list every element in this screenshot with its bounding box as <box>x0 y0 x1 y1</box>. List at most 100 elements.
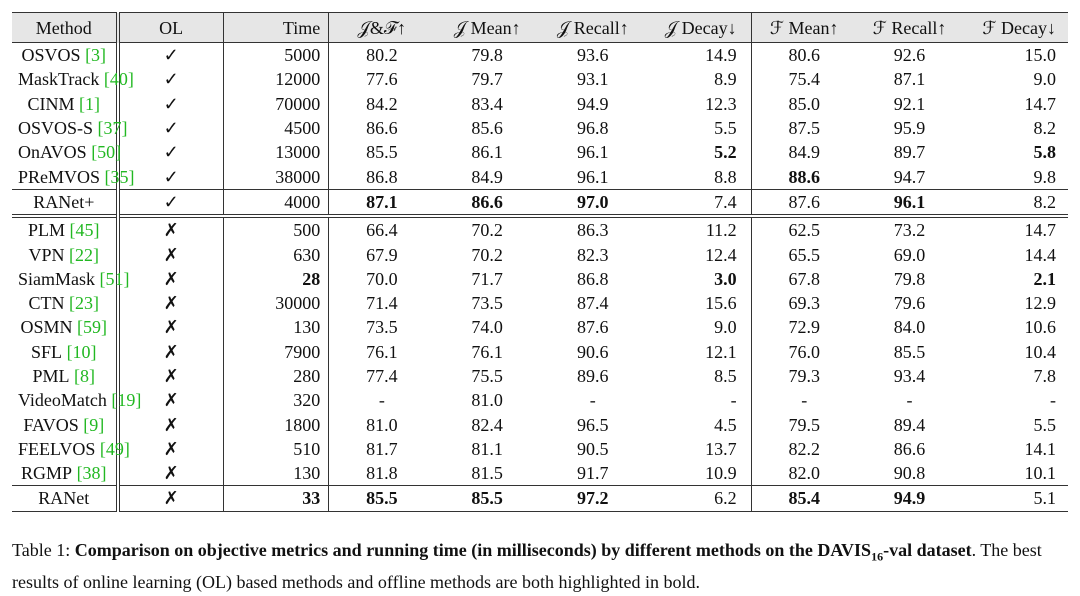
header-cell: ℱ Recall↑ <box>856 12 963 43</box>
time-cell: 4500 <box>223 115 330 141</box>
time-cell: 510 <box>223 436 330 462</box>
table-row: CTN [23] ✗ 30000 71.4 73.5 87.4 15.6 69.3 79.6 12… <box>12 290 1068 316</box>
metric-cell: 69.3 <box>788 293 820 314</box>
metric-cell: 79.3 <box>788 366 820 386</box>
metric-cell: 7.4 <box>645 189 752 217</box>
metric-cell: - <box>589 390 596 411</box>
metric-cell: 69.0 <box>893 244 926 265</box>
metric-cell: 10.9 <box>645 461 752 486</box>
metric-cell: 5.8 <box>1033 142 1057 163</box>
metric-cell: 13.7 <box>645 436 752 462</box>
metric-cell: 15.0 <box>1024 45 1057 66</box>
metric-cell: 89.4 <box>893 414 926 435</box>
table-head: Method OL Time 𝒥&ℱ↑ 𝒥 Mean↑ 𝒥 Recall↑ 𝒥 Decay↓… <box>12 12 1068 43</box>
metric-cell: 94.9 <box>577 93 609 114</box>
metric-cell: 81.7 <box>366 438 398 459</box>
citation: [35] <box>104 166 135 187</box>
metric-cell: 81.5 <box>471 463 503 484</box>
metric-cell: 12.3 <box>645 91 752 116</box>
header-cell: Time <box>223 12 330 43</box>
method-name: VPN <box>28 244 65 265</box>
metric-cell: - <box>378 390 385 411</box>
metric-cell: 14.7 <box>1024 93 1057 114</box>
time-cell: 4000 <box>223 189 330 217</box>
metric-cell: 96.8 <box>577 118 609 139</box>
citation: [59] <box>77 317 108 338</box>
metric-cell: 73.5 <box>366 317 398 338</box>
time-cell: 5000 <box>223 42 330 68</box>
citation: [45] <box>69 220 100 241</box>
metric-cell: 9.8 <box>1033 166 1057 187</box>
time-cell: 130 <box>223 315 330 340</box>
time-cell: 320 <box>223 388 330 413</box>
table-body: OSVOS [3] ✓ 5000 80.2 79.8 93.6 14.9 80.6 92.6 15… <box>12 42 1068 512</box>
ol-mark: ✗ <box>117 485 224 512</box>
method-cell: SiamMask [51] <box>12 266 130 291</box>
table-row: PLM [45] ✗ 500 66.4 70.2 86.3 11.2 62.5 73.2 14.7 <box>12 216 1068 243</box>
metric-cell: 15.6 <box>645 290 752 316</box>
metric-cell: 75.5 <box>471 366 503 386</box>
metric-cell: 5.1 <box>1033 488 1057 509</box>
metric-cell: 85.5 <box>893 341 926 362</box>
method-cell: RANet+ <box>12 189 120 217</box>
metric-cell: - <box>801 390 808 411</box>
method-name: CTN <box>28 293 65 314</box>
method-cell: PLM [45] <box>12 216 120 243</box>
table-row: OSVOS-S [37] ✓ 4500 86.6 85.6 96.8 5.5 87.5 95.9… <box>12 115 1068 141</box>
metric-cell: 85.4 <box>788 488 820 509</box>
metric-cell: 73.5 <box>471 293 503 314</box>
metric-cell: 81.8 <box>366 463 398 484</box>
ol-mark: ✗ <box>117 363 224 389</box>
time-cell: 12000 <box>223 67 330 92</box>
method-name: SFL <box>31 341 63 362</box>
ol-mark: ✓ <box>117 140 224 165</box>
metric-cell: 81.1 <box>471 438 503 459</box>
metric-cell: 81.0 <box>471 390 503 411</box>
method-cell: OSMN [59] <box>12 315 120 340</box>
method-name: PML <box>32 366 70 386</box>
method-name: PReMVOS <box>18 166 101 187</box>
metric-cell: 76.0 <box>788 341 820 362</box>
header-cell: 𝒥 Recall↑ <box>539 12 646 43</box>
citation: [19] <box>111 390 142 411</box>
method-name: RGMP <box>21 463 73 484</box>
metric-cell: - <box>645 388 752 413</box>
metric-cell: 85.0 <box>788 93 820 114</box>
metric-cell: 79.8 <box>893 268 926 289</box>
ol-mark: ✗ <box>117 216 224 243</box>
metric-cell: 90.8 <box>893 463 926 484</box>
metric-cell: 87.6 <box>577 317 609 338</box>
metric-cell: 94.7 <box>893 166 926 187</box>
metric-cell: 14.9 <box>645 42 752 68</box>
metric-cell: 86.6 <box>366 118 398 139</box>
time-cell: 38000 <box>223 164 330 190</box>
metric-cell: 96.5 <box>577 414 609 435</box>
metric-cell: 94.9 <box>893 488 926 509</box>
method-name: SiamMask <box>18 268 96 289</box>
table-row: RANet ✗ 33 85.5 85.5 97.2 6.2 85.4 94.9 5.1 <box>12 485 1068 512</box>
citation: [22] <box>69 244 100 265</box>
metric-cell: 86.8 <box>577 268 609 289</box>
metric-cell: 85.5 <box>366 142 398 163</box>
table-row: OSVOS [3] ✓ 5000 80.2 79.8 93.6 14.9 80.6 92.6 15… <box>12 42 1068 68</box>
metric-cell: - <box>906 390 913 411</box>
metric-cell: 5.2 <box>645 140 752 165</box>
metric-cell: 85.5 <box>471 488 503 509</box>
metric-cell: 3.0 <box>645 266 752 291</box>
method-name: RANet <box>38 488 90 509</box>
citation: [49] <box>99 438 130 459</box>
metric-cell: 89.6 <box>577 366 609 386</box>
time-cell: 13000 <box>223 140 330 165</box>
table-row: MaskTrack [40] ✓ 12000 77.6 79.7 93.1 8.9 75.4 8… <box>12 67 1068 92</box>
metric-cell: 79.7 <box>471 69 503 90</box>
table-row: VideoMatch [19] ✗ 320 - 81.0 - - - - - <box>12 388 1068 413</box>
metric-cell: 77.6 <box>366 69 398 90</box>
metric-cell: 90.5 <box>577 438 609 459</box>
table-row: SFL [10] ✗ 7900 76.1 76.1 90.6 12.1 76.0 85.5 10.… <box>12 339 1068 364</box>
caption-rest: . The best results of online learning (O… <box>12 540 1042 592</box>
method-cell: OSVOS-S [37] <box>12 115 128 141</box>
header-cell: ℱ Decay↓ <box>962 12 1068 43</box>
table-row: PReMVOS [35] ✓ 38000 86.8 84.9 96.1 8.8 88.6 94.… <box>12 164 1068 190</box>
metric-cell: 9.0 <box>1033 69 1057 90</box>
